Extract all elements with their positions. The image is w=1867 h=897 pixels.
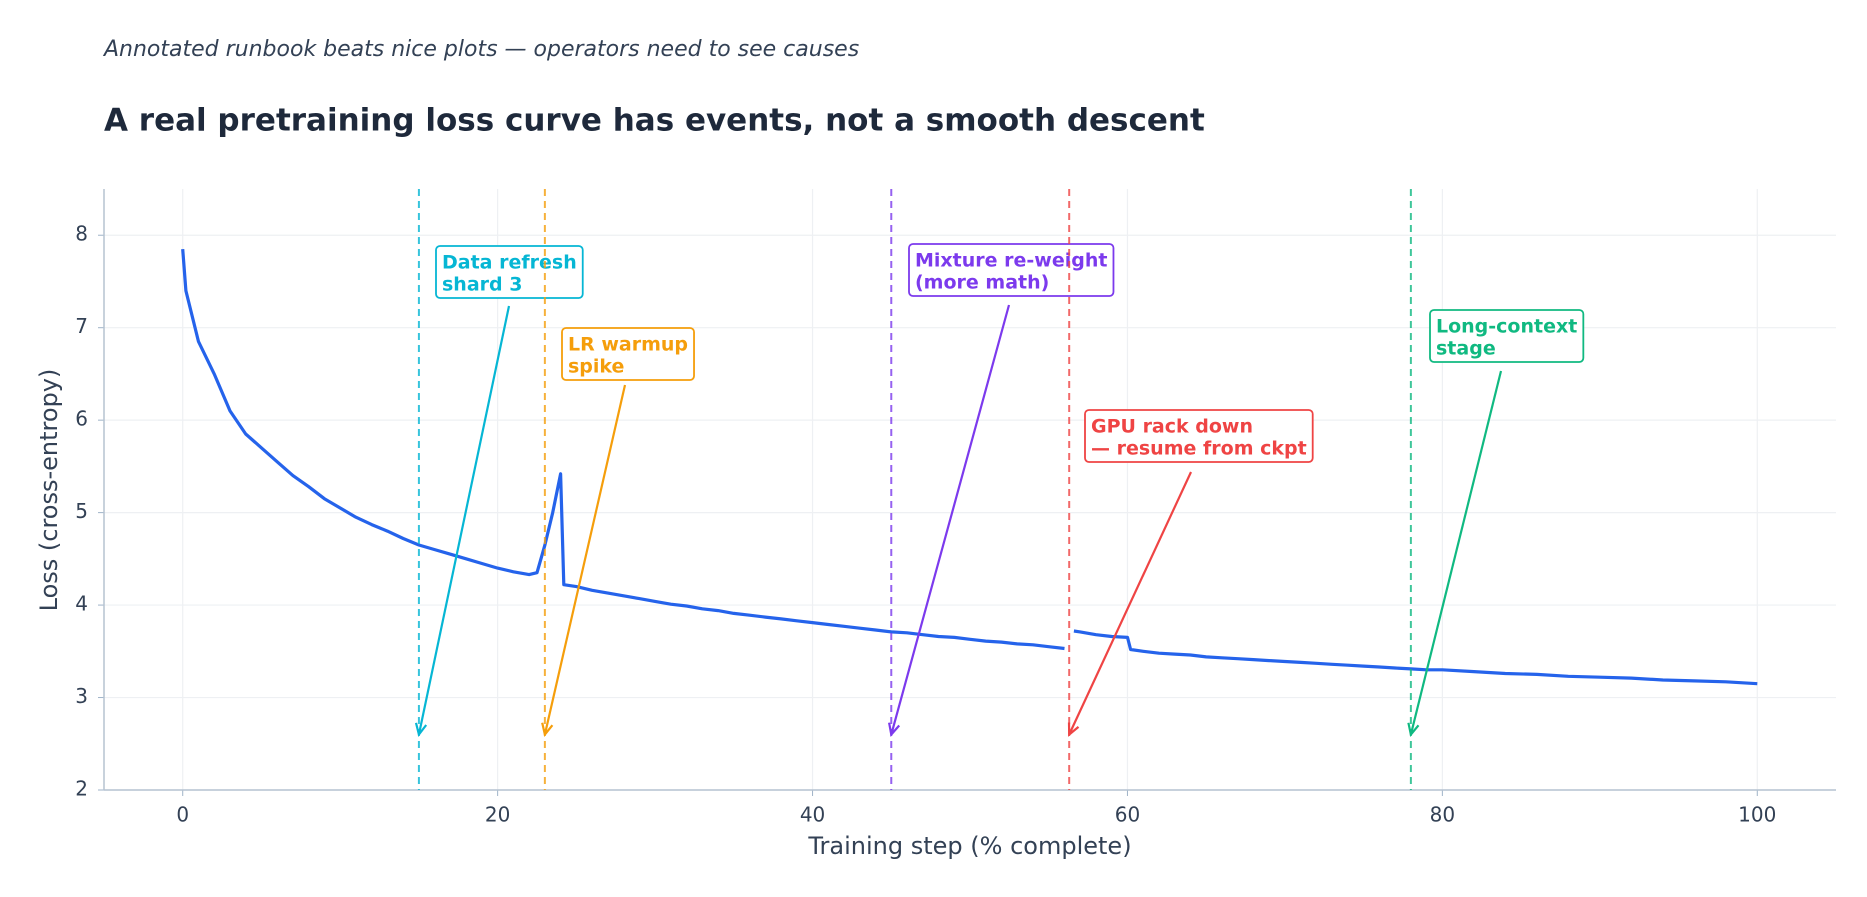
y-tick-label: 5 — [75, 499, 88, 523]
y-axis-label: Loss (cross-entropy) — [35, 369, 63, 612]
annotation: GPU rack down— resume from ckpt — [1084, 409, 1314, 463]
annotation-text: Data refresh — [442, 252, 577, 274]
x-tick-label: 80 — [1430, 803, 1455, 827]
annotation-text: — resume from ckpt — [1091, 438, 1307, 460]
x-tick-label: 60 — [1115, 803, 1140, 827]
y-tick-label: 7 — [75, 314, 88, 338]
x-tick-label: 40 — [800, 803, 825, 827]
annotation: Mixture re-weight(more math) — [908, 243, 1115, 297]
x-tick-label: 100 — [1738, 803, 1776, 827]
annotation-arrow — [417, 305, 511, 735]
annotation-arrow — [890, 304, 1011, 735]
arrow-head — [888, 722, 901, 737]
annotation-text: Long-context — [1436, 316, 1577, 338]
annotation-box — [561, 327, 695, 381]
annotation-box — [908, 243, 1115, 297]
annotation-arrow — [543, 384, 627, 735]
y-tick-label: 3 — [75, 684, 88, 708]
annotation-box — [435, 245, 584, 299]
annotation-arrow — [1068, 471, 1192, 735]
x-tick-label: 20 — [485, 803, 510, 827]
y-tick-label: 4 — [75, 592, 88, 616]
annotation-text: spike — [568, 356, 624, 378]
annotation-box — [1429, 309, 1585, 363]
chart-subtitle: Annotated runbook beats nice plots — ope… — [102, 37, 859, 62]
annotation-arrow — [1409, 370, 1503, 735]
annotation-box — [1084, 409, 1314, 463]
arrow-head — [541, 722, 554, 737]
annotation-text: Mixture re-weight — [915, 250, 1107, 272]
x-axis-label: Training step (% complete) — [807, 832, 1131, 860]
annotation-text: (more math) — [915, 272, 1049, 294]
x-tick-label: 0 — [176, 803, 189, 827]
chart-title: A real pretraining loss curve has events… — [104, 103, 1205, 139]
y-tick-label: 8 — [75, 222, 88, 246]
annotation-text: shard 3 — [442, 274, 522, 296]
y-tick-label: 6 — [75, 407, 88, 431]
loss-line — [181, 248, 1758, 686]
arrow-head — [1067, 722, 1080, 737]
arrow-head — [1407, 722, 1420, 737]
annotation-text: GPU rack down — [1091, 416, 1253, 438]
y-tick-label: 2 — [75, 777, 88, 801]
annotation-text: LR warmup — [568, 334, 688, 356]
annotation-text: stage — [1436, 338, 1496, 360]
arrow-head — [414, 722, 428, 738]
